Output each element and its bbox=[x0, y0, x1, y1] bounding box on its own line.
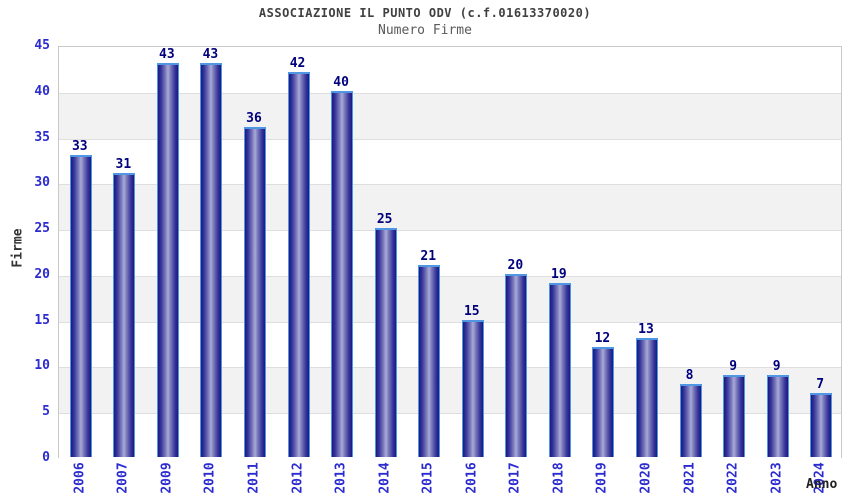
bar-value-label: 40 bbox=[333, 74, 349, 90]
gridline bbox=[59, 275, 841, 277]
bar-2009 bbox=[156, 63, 179, 457]
y-tick-label: 0 bbox=[42, 450, 50, 465]
bar-2007 bbox=[113, 173, 136, 457]
y-tick-label: 30 bbox=[34, 175, 50, 191]
x-tick-label: 2006 bbox=[72, 462, 88, 494]
y-tick-label: 10 bbox=[34, 358, 50, 374]
plot-band bbox=[59, 92, 841, 139]
x-tick-label: 2009 bbox=[159, 462, 175, 494]
gridline bbox=[59, 413, 841, 415]
bar-value-label: 36 bbox=[246, 111, 262, 127]
bar-value-label: 42 bbox=[289, 56, 306, 72]
bar-2006 bbox=[69, 154, 92, 457]
x-tick-label: 2013 bbox=[333, 462, 349, 494]
gridline bbox=[59, 321, 841, 323]
bar-2010 bbox=[200, 63, 223, 457]
chart-title: ASSOCIAZIONE IL PUNTO ODV (c.f.016133700… bbox=[258, 6, 592, 20]
bar-value-label: 8 bbox=[685, 367, 694, 383]
bar-2024 bbox=[810, 392, 833, 457]
plot-band bbox=[59, 184, 841, 231]
x-tick-label: 2014 bbox=[377, 462, 393, 494]
x-tick-label: 2017 bbox=[507, 462, 523, 494]
x-tick-label: 2020 bbox=[638, 462, 654, 494]
gridline bbox=[59, 230, 841, 232]
x-tick-label: 2012 bbox=[290, 462, 306, 494]
x-tick-label: 2021 bbox=[682, 462, 698, 494]
x-tick-label: 2022 bbox=[725, 462, 741, 494]
bar-value-label: 31 bbox=[115, 157, 132, 173]
bar-value-label: 13 bbox=[638, 321, 654, 337]
x-tick-label: 2023 bbox=[769, 462, 785, 494]
gridline bbox=[59, 92, 841, 94]
gridline bbox=[59, 367, 841, 369]
bar-2021 bbox=[679, 383, 702, 457]
bar-2012 bbox=[287, 72, 310, 457]
bar-2019 bbox=[592, 347, 615, 457]
plot-band bbox=[59, 138, 841, 185]
x-tick-label: 2019 bbox=[594, 462, 610, 494]
y-tick-label: 45 bbox=[34, 38, 50, 53]
bar-value-label: 33 bbox=[71, 138, 88, 154]
bar-2017 bbox=[505, 273, 528, 457]
bar-value-label: 43 bbox=[159, 47, 175, 63]
plot-band bbox=[59, 321, 841, 368]
y-tick-label: 20 bbox=[34, 266, 50, 282]
bar-2014 bbox=[374, 228, 397, 457]
x-tick-label: 2007 bbox=[115, 462, 131, 494]
bar-2022 bbox=[723, 374, 746, 457]
bar-2023 bbox=[766, 374, 789, 457]
bar-2011 bbox=[244, 127, 266, 457]
y-tick-label: 35 bbox=[34, 129, 50, 145]
bar-value-label: 43 bbox=[202, 47, 219, 63]
bar-2016 bbox=[461, 319, 484, 457]
y-tick-label: 5 bbox=[42, 404, 50, 420]
bar-value-label: 20 bbox=[507, 257, 524, 273]
plot-band bbox=[59, 47, 841, 93]
plot-band bbox=[59, 275, 841, 322]
chart-subtitle: Numero Firme bbox=[378, 23, 472, 38]
y-tick-label: 40 bbox=[34, 83, 50, 99]
bar-value-label: 15 bbox=[463, 303, 480, 319]
x-tick-label: 2016 bbox=[464, 462, 480, 494]
y-tick-label: 25 bbox=[34, 221, 50, 237]
plot-band bbox=[59, 367, 841, 414]
x-tick-label: 2011 bbox=[246, 462, 262, 494]
x-axis-title: Anno bbox=[806, 477, 838, 492]
bar-value-label: 9 bbox=[729, 358, 738, 374]
plot-band bbox=[59, 413, 841, 459]
plot-band bbox=[59, 230, 841, 276]
bar-value-label: 12 bbox=[594, 331, 611, 347]
bar-value-label: 21 bbox=[420, 248, 437, 264]
bar-value-label: 9 bbox=[772, 358, 781, 374]
bar-2020 bbox=[636, 337, 658, 457]
x-tick-label: 2015 bbox=[420, 462, 436, 494]
plot-area bbox=[58, 46, 842, 459]
bar-value-label: 7 bbox=[816, 376, 825, 392]
bar-2018 bbox=[548, 283, 571, 457]
gridline bbox=[59, 138, 841, 140]
x-tick-label: 2018 bbox=[551, 462, 567, 494]
bar-value-label: 25 bbox=[376, 212, 393, 228]
x-tick-label: 2010 bbox=[202, 462, 218, 494]
y-tick-label: 15 bbox=[34, 312, 50, 328]
bar-2013 bbox=[331, 90, 354, 457]
gridline bbox=[59, 184, 841, 186]
bar-value-label: 19 bbox=[551, 267, 567, 283]
bar-2015 bbox=[418, 264, 441, 457]
